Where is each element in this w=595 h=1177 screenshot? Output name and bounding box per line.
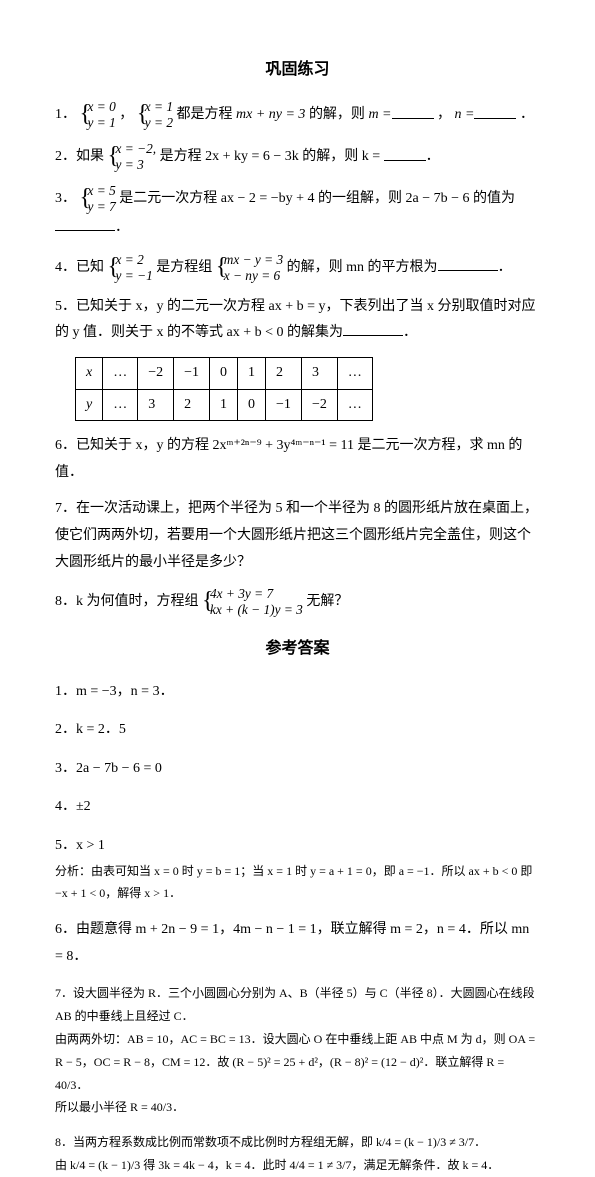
- question-3: 3． x = 5 y = 7 是二元一次方程 ax − 2 = −by + 4 …: [55, 183, 540, 242]
- blank-q5: [343, 321, 403, 336]
- answer-5: 5．x > 1 分析：由表可知当 x = 0 时 y = b = 1；当 x =…: [55, 833, 540, 905]
- q8-sys: 4x + 3y = 7 kx + (k − 1)y = 3: [202, 586, 303, 618]
- question-5: 5．已知关于 x，y 的二元一次方程 ax + b = y，下表列出了当 x 分…: [55, 294, 540, 347]
- answer-4: 4．±2: [55, 794, 540, 821]
- answer-2: 2．k = 2．5: [55, 717, 540, 744]
- q3-sys: x = 5 y = 7: [80, 183, 116, 215]
- q1-prefix: 1．: [55, 108, 76, 123]
- answer-6: 6．由题意得 m + 2n − 9 = 1，4m − n − 1 = 1，联立解…: [55, 917, 540, 970]
- doc-title: 巩固练习: [55, 55, 540, 85]
- q1-sys2: x = 1 y = 2: [137, 99, 173, 131]
- blank-n: [474, 104, 516, 119]
- question-8: 8．k 为何值时，方程组 4x + 3y = 7 kx + (k − 1)y =…: [55, 586, 540, 618]
- table-row-y: y … 3 2 1 0 −1 −2 …: [76, 389, 373, 421]
- answer-3: 3．2a − 7b − 6 = 0: [55, 756, 540, 783]
- blank-q4: [438, 256, 498, 271]
- q2-sys: x = −2, y = 3: [108, 141, 157, 173]
- q5-table: x … −2 −1 0 1 2 3 … y … 3 2 1 0 −1 −2 …: [75, 357, 373, 421]
- question-1: 1． x = 0 y = 1 ， x = 1 y = 2 都是方程 mx + n…: [55, 99, 540, 131]
- question-4: 4．已知 x = 2 y = −1 是方程组 mx − y = 3 x − ny…: [55, 252, 540, 284]
- q1-sys1: x = 0 y = 1: [80, 99, 116, 131]
- question-2: 2．如果 x = −2, y = 3 是方程 2x + ky = 6 − 3k …: [55, 141, 540, 173]
- answer-8: 8．当两方程系数成比例而常数项不成比例时方程组无解，即 k/4 = (k − 1…: [55, 1131, 540, 1177]
- question-6: 6．已知关于 x，y 的方程 2xᵐ⁺²ⁿ⁻⁹ + 3y⁴ᵐ⁻ⁿ⁻¹ = 11 …: [55, 433, 540, 486]
- answer-7: 7．设大圆半径为 R．三个小圆圆心分别为 A、B（半径 5）与 C（半径 8）．…: [55, 982, 540, 1119]
- blank-k: [384, 146, 426, 161]
- blank-m: [392, 104, 434, 119]
- question-7: 7．在一次活动课上，把两个半径为 5 和一个半径为 8 的圆形纸片放在桌面上，使…: [55, 496, 540, 576]
- q4-sys-eq: mx − y = 3 x − ny = 6: [216, 252, 283, 284]
- table-row-x: x … −2 −1 0 1 2 3 …: [76, 358, 373, 390]
- answers-title: 参考答案: [55, 634, 540, 664]
- q4-sys-sol: x = 2 y = −1: [108, 252, 153, 284]
- answer-1: 1．m = −3，n = 3．: [55, 679, 540, 706]
- blank-q3: [55, 216, 115, 231]
